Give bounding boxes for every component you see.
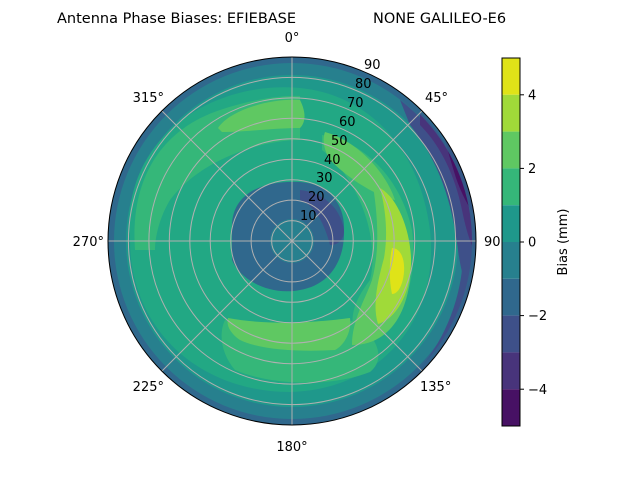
polar-frame bbox=[107, 56, 477, 426]
svg-text:90: 90 bbox=[484, 235, 501, 250]
colorbar-tick: 0 bbox=[528, 236, 536, 251]
polar-grid bbox=[108, 57, 476, 425]
chart-title-left: Antenna Phase Biases: EFIEBASE bbox=[57, 11, 296, 27]
svg-text:135°: 135° bbox=[420, 380, 451, 395]
radial-tick-labels: 10 20 30 40 50 60 70 80 90 bbox=[300, 58, 381, 224]
colorbar-tick: 2 bbox=[528, 162, 536, 177]
svg-text:70: 70 bbox=[347, 96, 364, 111]
svg-text:45°: 45° bbox=[425, 91, 448, 106]
svg-text:315°: 315° bbox=[133, 91, 164, 106]
svg-text:90: 90 bbox=[364, 58, 381, 73]
colorbar-tick: 4 bbox=[528, 89, 536, 104]
svg-text:10: 10 bbox=[300, 209, 317, 224]
svg-text:30: 30 bbox=[316, 171, 333, 186]
svg-text:50: 50 bbox=[331, 134, 348, 149]
svg-text:270°: 270° bbox=[73, 235, 104, 250]
svg-text:0°: 0° bbox=[285, 31, 300, 46]
theta-tick-labels: 0° 45° 90 135° 180° 225° 270° 315° bbox=[73, 31, 501, 455]
svg-text:80: 80 bbox=[355, 77, 372, 92]
colorbar: 4 2 0 −2 −4 Bias (mm) bbox=[501, 57, 571, 427]
svg-text:60: 60 bbox=[339, 115, 356, 130]
svg-text:180°: 180° bbox=[276, 440, 307, 455]
chart-title-right: NONE GALILEO-E6 bbox=[373, 11, 506, 27]
svg-text:20: 20 bbox=[308, 190, 325, 205]
svg-text:40: 40 bbox=[324, 153, 341, 168]
colorbar-label: Bias (mm) bbox=[556, 209, 571, 276]
svg-text:225°: 225° bbox=[133, 380, 164, 395]
colorbar-tick: −2 bbox=[528, 309, 547, 324]
colorbar-tick: −4 bbox=[528, 383, 547, 398]
